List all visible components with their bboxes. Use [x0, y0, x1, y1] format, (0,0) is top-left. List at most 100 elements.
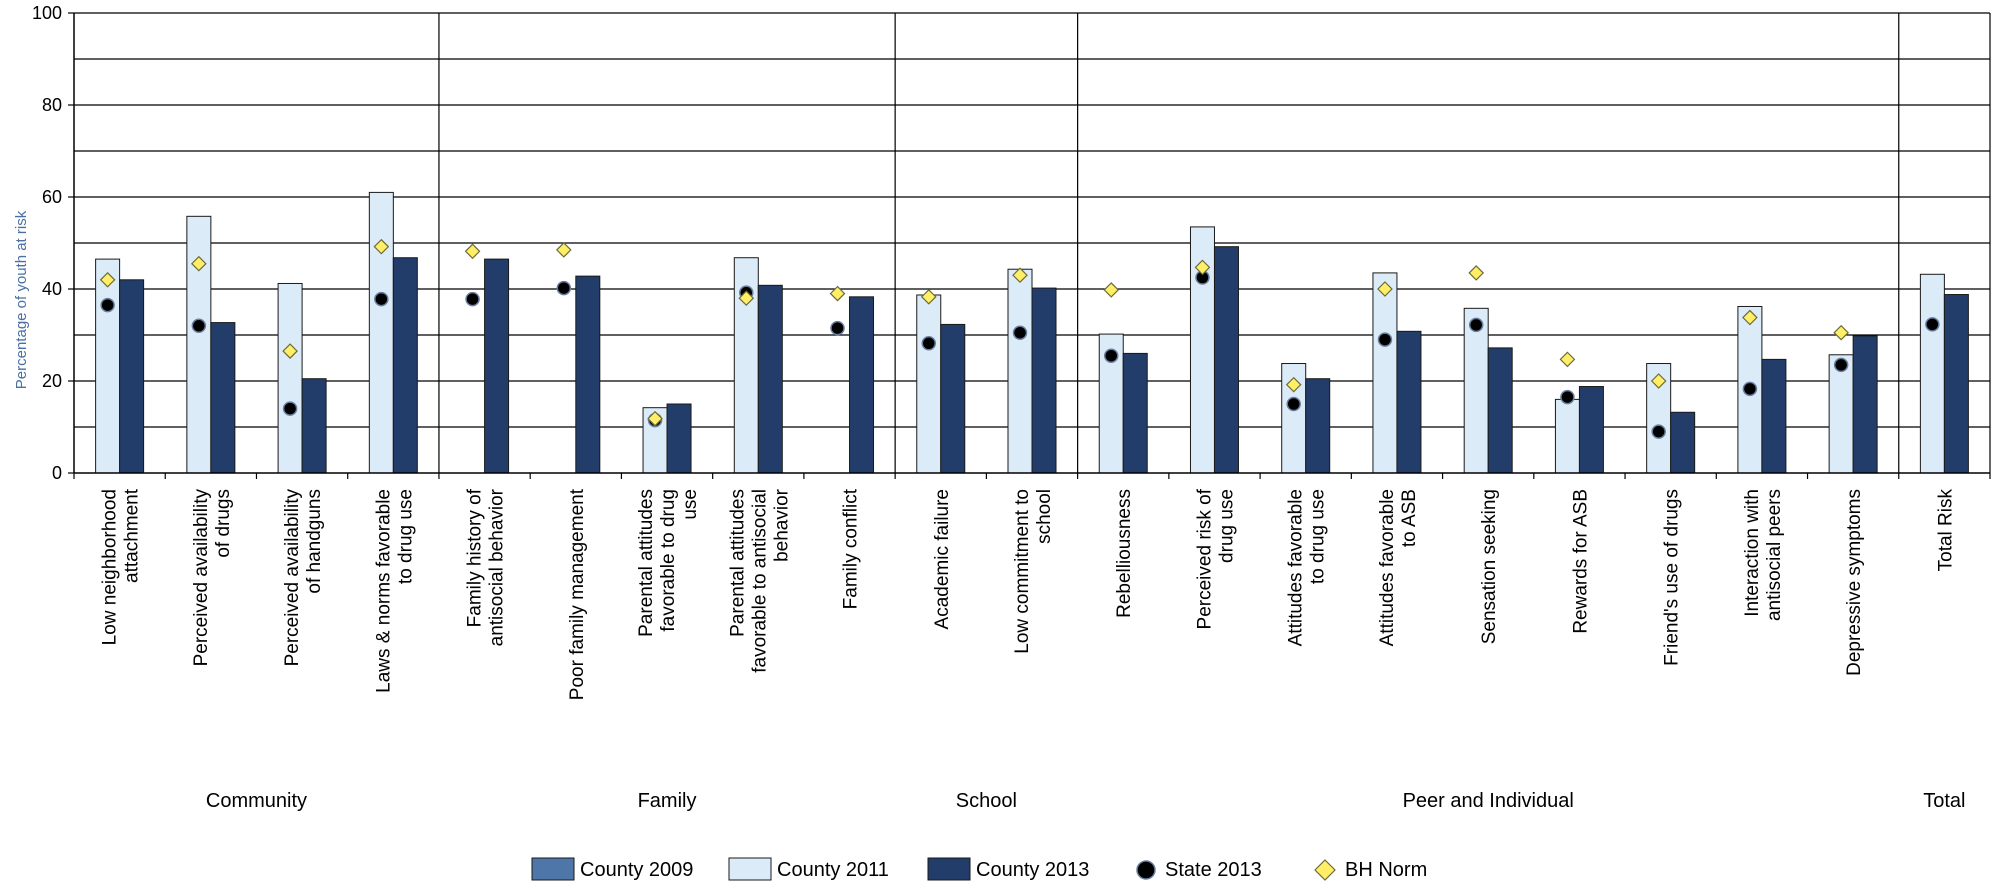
category-label: Laws & norms favorableto drug use — [373, 489, 416, 693]
bar-county-2013 — [940, 323, 966, 474]
category-label-line: Low neighborhood — [100, 489, 121, 645]
y-tick-label: 0 — [52, 463, 62, 483]
bar-county-2011 — [1828, 354, 1854, 474]
y-axis-label: Percentage of youth at risk — [13, 210, 30, 389]
bar-county-2013 — [575, 275, 601, 474]
bh-norm-point — [1377, 281, 1393, 297]
legend-county-2013-label: County 2013 — [976, 859, 1089, 881]
state-2013-point — [1742, 381, 1758, 397]
state-2013-point — [465, 291, 480, 307]
category-label: Interaction withantisocial peers — [1742, 489, 1785, 621]
bar-county-2013 — [392, 257, 418, 474]
bh-norm-point — [464, 243, 481, 260]
legend-state-2013-label: State 2013 — [1165, 859, 1262, 881]
bh-norm-point — [920, 288, 937, 305]
category-label-line: school — [1034, 489, 1055, 544]
category-label: Parental attitudesfavorable to antisocia… — [727, 488, 792, 672]
bar-county-2013 — [210, 322, 236, 474]
category-label-line: Parental attitudes — [727, 489, 748, 637]
bar-county-2011 — [1554, 398, 1580, 474]
category-label-line: Academic failure — [932, 489, 953, 629]
bh-norm-point — [1012, 267, 1028, 284]
bh-norm-point — [1742, 309, 1758, 326]
bh-norm-point — [1103, 282, 1120, 298]
bh-norm-point — [282, 343, 298, 359]
bar-county-2013 — [1122, 352, 1148, 474]
y-tick-label: 80 — [42, 95, 62, 115]
bar-county-2011 — [1463, 307, 1489, 474]
legend-county-2009-swatch — [531, 857, 575, 881]
category-label: Family conflict — [841, 488, 862, 609]
bar-county-2011 — [916, 294, 942, 474]
bar-county-2013 — [1943, 294, 1969, 474]
bh-norm-point — [99, 271, 116, 288]
category-label-line: drug use — [1216, 489, 1237, 563]
bars — [95, 191, 1969, 474]
bar-county-2013 — [1305, 378, 1331, 474]
bar-county-2011 — [277, 282, 303, 474]
category-label-line: antisocial peers — [1764, 489, 1785, 621]
bh-norm-point — [1194, 259, 1211, 276]
state-2013-point — [921, 336, 937, 351]
category-label-line: Family history of — [465, 488, 486, 627]
category-label-line: to drug use — [395, 489, 416, 584]
group-label: School — [956, 790, 1017, 812]
state-2013-point — [100, 297, 115, 313]
category-label-line: Poor family management — [567, 488, 588, 700]
state-2013-point — [1103, 348, 1119, 363]
state-2013-point — [1286, 396, 1301, 412]
category-label-line: Attitudes favorable — [1377, 489, 1398, 646]
category-label: Perceived risk ofdrug use — [1194, 488, 1237, 629]
category-label-line: Friend's use of drugs — [1662, 489, 1683, 666]
group-label: Total — [1923, 790, 1965, 812]
category-label: Friend's use of drugs — [1662, 489, 1683, 666]
state-2013-point — [1377, 332, 1393, 347]
state-2013-point — [191, 318, 207, 334]
category-label-line: antisocial behavior — [487, 488, 508, 646]
category-label-line: attachment — [122, 488, 143, 583]
category-label: Low commitment toschool — [1012, 489, 1055, 654]
bar-county-2013 — [1578, 386, 1604, 474]
category-label-line: Interaction with — [1742, 489, 1763, 617]
bh-norm-point — [738, 290, 755, 307]
category-label-line: Rebelliousness — [1114, 489, 1135, 618]
category-label-line: to drug use — [1308, 489, 1329, 584]
bar-county-2013 — [1031, 287, 1057, 474]
category-label-line: use — [680, 489, 701, 520]
category-label-line: favorable to drug — [658, 489, 679, 632]
category-label-line: Family conflict — [841, 488, 862, 609]
state-2013-point — [1833, 357, 1849, 373]
bh-norm-point — [829, 285, 846, 302]
category-label: Depressive symptoms — [1844, 489, 1865, 676]
category-label-line: Laws & norms favorable — [373, 489, 394, 693]
legend-county-2011-swatch — [728, 857, 772, 881]
markers — [99, 238, 1940, 439]
group-label: Peer and Individual — [1403, 790, 1574, 812]
category-label: Total Risk — [1935, 489, 1956, 572]
bar-county-2013 — [666, 403, 692, 474]
category-label-line: behavior — [771, 488, 792, 562]
bar-county-2013 — [1213, 246, 1239, 474]
y-tick-label: 60 — [42, 187, 62, 207]
y-tick-label: 40 — [42, 279, 62, 299]
category-label: Low neighborhoodattachment — [100, 488, 143, 645]
labels: 0 20 40 60 80 100 Low neighborhoodattachment Pe… — [32, 3, 1966, 812]
state-2013-point — [556, 280, 572, 296]
legend-county-2009-label: County 2009 — [580, 859, 693, 881]
category-label: Poor family management — [567, 488, 588, 700]
bh-norm-point — [1285, 376, 1302, 393]
bh-norm-point — [191, 255, 207, 272]
bar-county-2013 — [849, 296, 875, 474]
category-label: Rebelliousness — [1114, 489, 1135, 618]
bar-county-2013 — [757, 284, 783, 474]
category-label-line: Sensation seeking — [1479, 489, 1500, 644]
bar-county-2013 — [119, 279, 145, 474]
state-2013-point — [282, 401, 298, 416]
bar-county-2011 — [186, 215, 212, 474]
category-label: Attitudes favorableto ASB — [1377, 489, 1420, 646]
category-label-line: Total Risk — [1935, 489, 1956, 572]
category-label-line: Perceived availability — [282, 489, 303, 667]
category-label-line: of drugs — [213, 489, 234, 558]
category-label: Perceived availabilityof handguns — [282, 489, 325, 667]
bh-norm-point — [647, 410, 663, 427]
